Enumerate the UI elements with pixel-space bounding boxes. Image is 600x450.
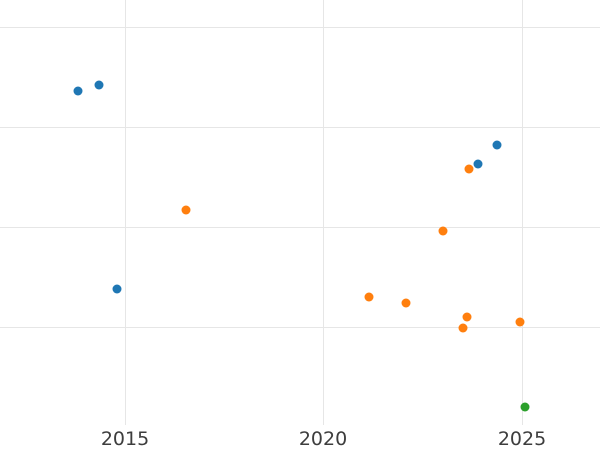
horizontal-gridline <box>0 327 600 328</box>
data-point-orange-series <box>401 298 411 308</box>
data-point-orange-series <box>464 164 474 174</box>
data-point-blue-series <box>492 140 502 150</box>
data-point-orange-series <box>458 323 468 333</box>
vertical-gridline <box>323 0 324 425</box>
horizontal-gridline <box>0 27 600 28</box>
data-point-orange-series <box>181 205 191 215</box>
data-point-blue-series <box>473 159 483 169</box>
x-tick-label: 2020 <box>298 428 348 450</box>
data-point-blue-series <box>112 284 122 294</box>
data-point-blue-series <box>94 80 104 90</box>
vertical-gridline <box>522 0 523 425</box>
data-point-green-series <box>520 402 530 412</box>
horizontal-gridline <box>0 227 600 228</box>
data-point-orange-series <box>364 292 374 302</box>
horizontal-gridline <box>0 127 600 128</box>
x-tick-label: 2015 <box>100 428 150 450</box>
data-point-orange-series <box>462 312 472 322</box>
vertical-gridline <box>125 0 126 425</box>
data-point-orange-series <box>515 317 525 327</box>
data-point-orange-series <box>438 226 448 236</box>
data-point-blue-series <box>73 86 83 96</box>
x-tick-label: 2025 <box>497 428 547 450</box>
